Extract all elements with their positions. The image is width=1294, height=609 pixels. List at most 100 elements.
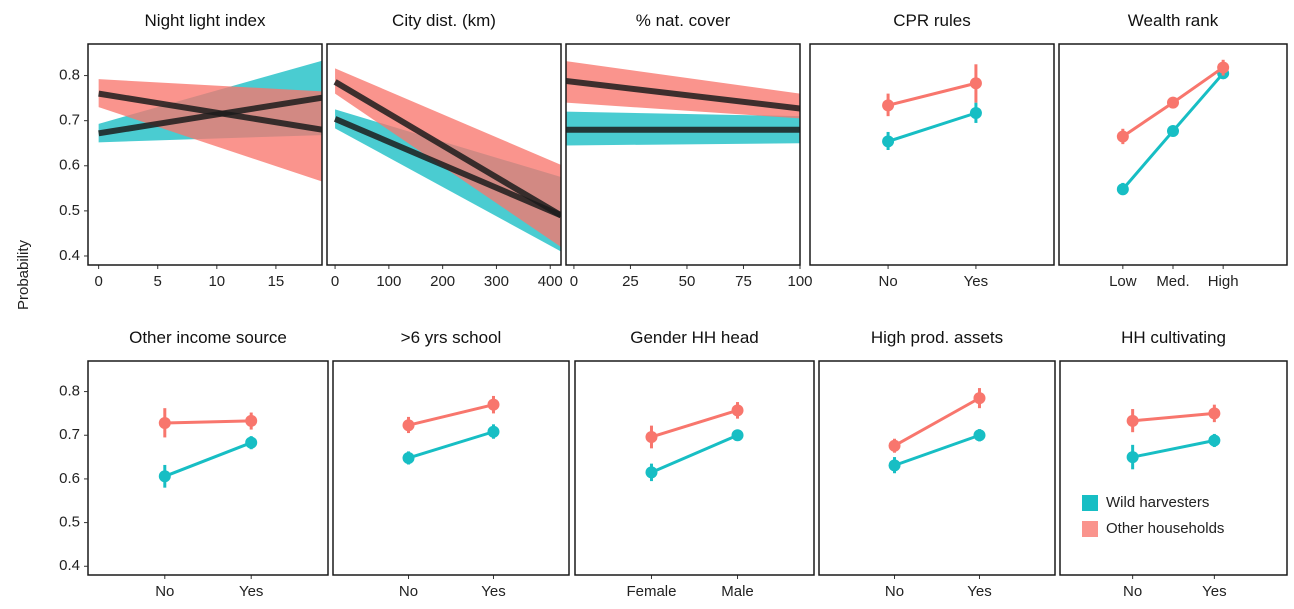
panel-frame bbox=[565, 43, 801, 266]
legend-label: Other households bbox=[1106, 520, 1224, 537]
fit-lines bbox=[333, 79, 561, 219]
panel-title: City dist. (km) bbox=[392, 11, 496, 30]
connect-line bbox=[894, 433, 980, 467]
data-point bbox=[1208, 434, 1221, 447]
data-point bbox=[1116, 183, 1129, 196]
x-tick-label: Yes bbox=[481, 583, 505, 600]
y-tick-label: 0.7 bbox=[59, 112, 80, 129]
connect-line bbox=[887, 111, 977, 143]
fit-line bbox=[566, 78, 800, 112]
panel-8: Gender HH head Female Male bbox=[574, 328, 815, 600]
x-tick-label: Female bbox=[626, 583, 676, 600]
series-wild-harvesters bbox=[1126, 433, 1221, 470]
ci-bands bbox=[335, 68, 561, 252]
fit-line bbox=[333, 116, 561, 219]
data-point bbox=[645, 430, 658, 443]
x-tick-label: No bbox=[399, 583, 418, 600]
x-tick-label: Yes bbox=[967, 583, 991, 600]
panel-frame bbox=[574, 360, 815, 576]
data-point bbox=[969, 107, 982, 120]
panel-title: CPR rules bbox=[893, 11, 970, 30]
data-point bbox=[158, 417, 171, 430]
y-axis-label: Probability bbox=[15, 239, 32, 310]
panel-title: Other income source bbox=[129, 328, 287, 347]
y-tick-label: 0.8 bbox=[59, 383, 80, 400]
x-tick-label: No bbox=[878, 273, 897, 290]
x-tick-label: Male bbox=[721, 583, 754, 600]
data-point bbox=[882, 135, 895, 148]
panel-frame bbox=[326, 43, 562, 266]
x-tick-label: 5 bbox=[154, 273, 162, 290]
panel-9: High prod. assets No Yes bbox=[818, 328, 1056, 600]
x-tick-label: 10 bbox=[208, 273, 225, 290]
connect-line bbox=[164, 441, 252, 478]
x-tick-label: 200 bbox=[430, 273, 455, 290]
series-other-households bbox=[402, 395, 500, 434]
y-tick-label: 0.7 bbox=[59, 426, 80, 443]
panel-frame bbox=[1059, 360, 1288, 576]
x-tick-label: No bbox=[1123, 583, 1142, 600]
panel-3: % nat. cover 0 25 50 75 100 bbox=[565, 11, 813, 290]
legend-swatch bbox=[1082, 521, 1098, 537]
connect-line bbox=[650, 433, 739, 474]
data-point bbox=[1116, 130, 1129, 143]
connect-line bbox=[651, 408, 738, 439]
connect-line bbox=[893, 396, 981, 448]
legend-swatch bbox=[1082, 495, 1098, 511]
data-point bbox=[1126, 451, 1139, 464]
data-point bbox=[731, 404, 744, 417]
data-point bbox=[402, 419, 415, 432]
data-point bbox=[973, 429, 986, 442]
ci-band bbox=[566, 61, 800, 119]
series-wild-harvesters bbox=[1116, 67, 1230, 196]
series-other-households bbox=[1116, 59, 1230, 145]
panel-frame bbox=[87, 360, 329, 576]
panel-title: HH cultivating bbox=[1121, 328, 1226, 347]
data-point bbox=[402, 451, 415, 464]
data-point bbox=[888, 439, 901, 452]
panel-title: High prod. assets bbox=[871, 328, 1003, 347]
series-wild-harvesters bbox=[158, 436, 258, 488]
data-point bbox=[487, 398, 500, 411]
data-point bbox=[1217, 61, 1230, 74]
y-tick-label: 0.4 bbox=[59, 247, 80, 264]
fit-lines bbox=[566, 78, 800, 133]
x-tick-label: Yes bbox=[1202, 583, 1226, 600]
panel-title: >6 yrs school bbox=[401, 328, 502, 347]
panel-4: CPR rules No Yes bbox=[809, 11, 1055, 290]
x-tick-label: 400 bbox=[538, 273, 563, 290]
connect-line bbox=[1132, 439, 1215, 459]
x-tick-label: Yes bbox=[239, 583, 263, 600]
connect-line bbox=[408, 430, 494, 460]
x-tick-label: 50 bbox=[679, 273, 696, 290]
fit-line bbox=[98, 94, 322, 137]
series-wild-harvesters bbox=[645, 429, 744, 482]
data-point bbox=[731, 429, 744, 442]
series-other-households bbox=[882, 64, 982, 117]
series-other-households bbox=[645, 402, 744, 449]
x-tick-label: High bbox=[1208, 273, 1239, 290]
series-wild-harvesters bbox=[402, 424, 500, 465]
connect-line bbox=[887, 81, 977, 107]
data-point bbox=[487, 425, 500, 438]
panel-frame bbox=[87, 43, 323, 266]
ci-band bbox=[335, 68, 561, 247]
y-tick-label: 0.4 bbox=[59, 557, 80, 574]
data-point bbox=[245, 414, 258, 427]
x-tick-label: 0 bbox=[570, 273, 578, 290]
x-tick-label: Med. bbox=[1156, 273, 1189, 290]
y-tick-label: 0.6 bbox=[59, 470, 80, 487]
data-point bbox=[1126, 414, 1139, 427]
y-tick-label: 0.5 bbox=[59, 202, 80, 219]
data-point bbox=[882, 99, 895, 112]
legend-label: Wild harvesters bbox=[1106, 494, 1209, 511]
x-tick-label: 0 bbox=[331, 273, 339, 290]
x-tick-label: 25 bbox=[622, 273, 639, 290]
data-point bbox=[158, 470, 171, 483]
x-tick-label: Yes bbox=[964, 273, 988, 290]
x-tick-label: 75 bbox=[735, 273, 752, 290]
x-tick-label: Low bbox=[1109, 273, 1137, 290]
y-tick-label: 0.8 bbox=[59, 67, 80, 84]
series-other-households bbox=[888, 388, 986, 453]
